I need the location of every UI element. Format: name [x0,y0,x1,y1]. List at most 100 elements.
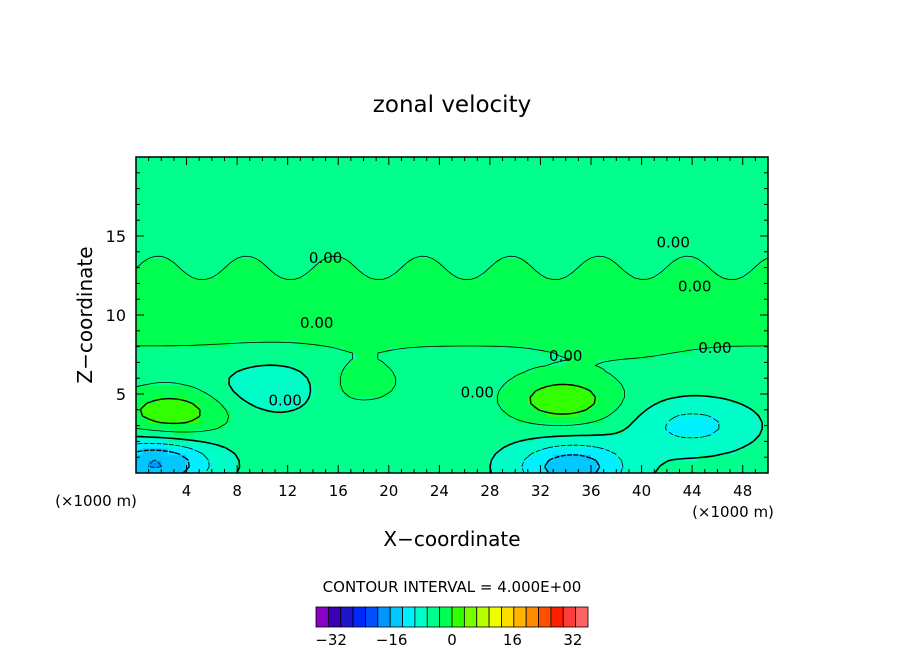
field-cell [376,454,384,461]
field-cell [628,371,636,379]
field-cell [167,251,175,259]
field-cell [249,239,257,247]
field-cell [692,466,700,473]
field-cell [186,296,194,303]
field-cell [319,302,327,310]
field-cell [458,220,466,228]
field-cell [572,435,579,442]
field-cell [641,409,649,417]
field-cell [192,201,200,209]
field-cell [331,340,339,348]
field-cell [597,201,605,209]
field-cell [262,390,270,398]
field-cell [275,182,282,190]
field-cell [338,226,346,234]
field-cell [489,169,497,177]
field-cell [749,365,756,373]
field-cell [224,157,232,164]
field-cell [610,378,617,386]
field-cell [761,441,768,449]
field-cell [376,270,384,278]
field-cell [628,384,636,392]
field-cell [439,289,447,297]
field-cell [161,409,169,417]
field-cell [243,302,251,310]
field-cell [591,422,598,430]
field-cell [268,359,276,367]
field-cell [723,163,731,171]
field-cell [540,378,548,386]
field-cell [401,239,409,247]
field-cell [464,441,472,449]
field-cell [534,258,542,266]
field-cell [363,454,371,461]
field-cell [508,441,516,449]
field-cell [173,182,181,190]
field-cell [136,409,143,417]
field-cell [136,428,143,436]
field-cell [679,327,687,335]
field-cell [136,182,143,190]
field-cell [205,466,213,473]
field-cell [755,435,763,442]
field-cell [641,371,649,379]
field-cell [199,251,207,259]
field-cell [363,422,371,430]
field-cell [161,460,169,468]
field-cell [331,296,339,303]
field-cell [401,403,409,411]
field-cell [237,321,245,329]
field-cell [673,157,681,164]
field-cell [281,466,289,473]
field-cell [584,194,592,202]
field-cell [363,201,371,209]
field-cell [142,264,150,272]
field-cell [388,378,396,386]
field-cell [603,359,611,367]
field-cell [294,194,301,202]
field-cell [180,163,188,171]
field-cell [730,277,737,284]
field-cell [275,188,282,196]
field-cell [401,428,409,436]
field-cell [749,416,756,424]
field-cell [369,352,377,360]
field-cell [414,201,421,209]
field-cell [281,277,289,284]
field-cell [452,220,459,228]
field-cell [755,321,763,329]
field-cell [382,157,390,164]
field-cell [420,163,428,171]
field-cell [142,422,150,430]
field-cell [521,201,529,209]
field-cell [148,346,156,354]
field-cell [262,428,270,436]
field-cell [685,277,693,284]
field-cell [344,428,352,436]
field-cell [546,283,554,291]
field-cell [635,175,643,183]
field-cell [679,447,687,455]
field-cell [243,384,251,392]
field-cell [249,194,257,202]
field-cell [439,460,447,468]
field-cell [331,302,339,310]
field-cell [578,447,586,455]
field-cell [433,390,440,398]
field-cell [502,308,510,316]
field-cell [698,365,706,373]
field-cell [477,454,485,461]
field-cell [591,378,598,386]
field-cell [723,169,731,177]
field-cell [306,333,314,341]
field-cell [666,365,674,373]
field-cell [319,466,327,473]
field-cell [407,169,415,177]
field-cell [426,390,434,398]
field-cell [698,352,706,360]
field-cell [161,182,169,190]
field-cell [572,416,579,424]
field-cell [755,403,763,411]
field-cell [211,346,219,354]
field-cell [502,302,510,310]
